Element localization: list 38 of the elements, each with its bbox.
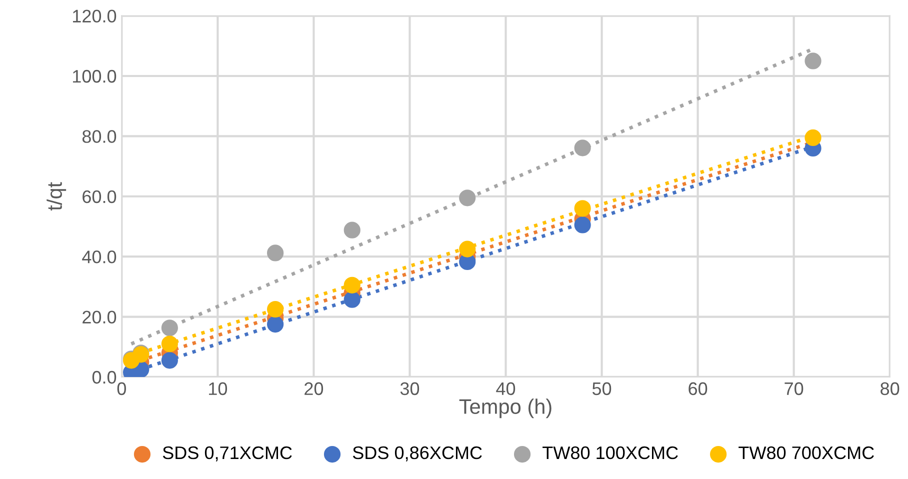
y-tick-label: 100.0 bbox=[73, 70, 116, 83]
x-tick-label: 80 bbox=[880, 382, 900, 396]
point bbox=[344, 291, 360, 308]
point bbox=[459, 190, 476, 206]
point bbox=[344, 276, 360, 294]
y-tick-label: 60.0 bbox=[82, 190, 116, 204]
x-tick-label: 70 bbox=[784, 382, 804, 396]
x-tick-label: 10 bbox=[209, 382, 228, 396]
legend-label: SDS 0,71XCMC bbox=[162, 446, 292, 462]
point bbox=[161, 336, 178, 352]
point bbox=[804, 52, 822, 70]
y-tick-label: 20.0 bbox=[82, 310, 116, 324]
point bbox=[267, 244, 284, 262]
legend-label: SDS 0,86XCMC bbox=[352, 446, 482, 462]
point bbox=[574, 140, 591, 156]
legend-label: TW80 700XCMC bbox=[738, 446, 874, 460]
y-tick-label: 120.0 bbox=[73, 10, 116, 23]
x-tick-label: 60 bbox=[688, 382, 708, 396]
x-tick-label: 50 bbox=[592, 382, 612, 396]
x-axis-title: Tempo (h) bbox=[459, 398, 552, 418]
point bbox=[459, 240, 476, 258]
point bbox=[161, 320, 178, 336]
point bbox=[344, 222, 360, 238]
x-tick-label: 20 bbox=[304, 382, 324, 396]
y-axis-title: t/qt bbox=[46, 182, 66, 211]
y-tick-label: 0.0 bbox=[92, 370, 116, 384]
x-tick-label: 0 bbox=[117, 382, 126, 396]
point bbox=[267, 300, 284, 318]
point bbox=[574, 216, 591, 234]
legend-label: TW80 100XCMC bbox=[542, 446, 678, 460]
point bbox=[161, 352, 178, 369]
y-tick-label: 80.0 bbox=[82, 130, 116, 143]
x-tick-label: 30 bbox=[400, 382, 420, 396]
x-tick-label: 40 bbox=[496, 382, 516, 396]
point bbox=[574, 200, 591, 217]
point bbox=[267, 316, 284, 333]
y-tick-label: 40.0 bbox=[82, 250, 116, 264]
point bbox=[804, 129, 822, 146]
